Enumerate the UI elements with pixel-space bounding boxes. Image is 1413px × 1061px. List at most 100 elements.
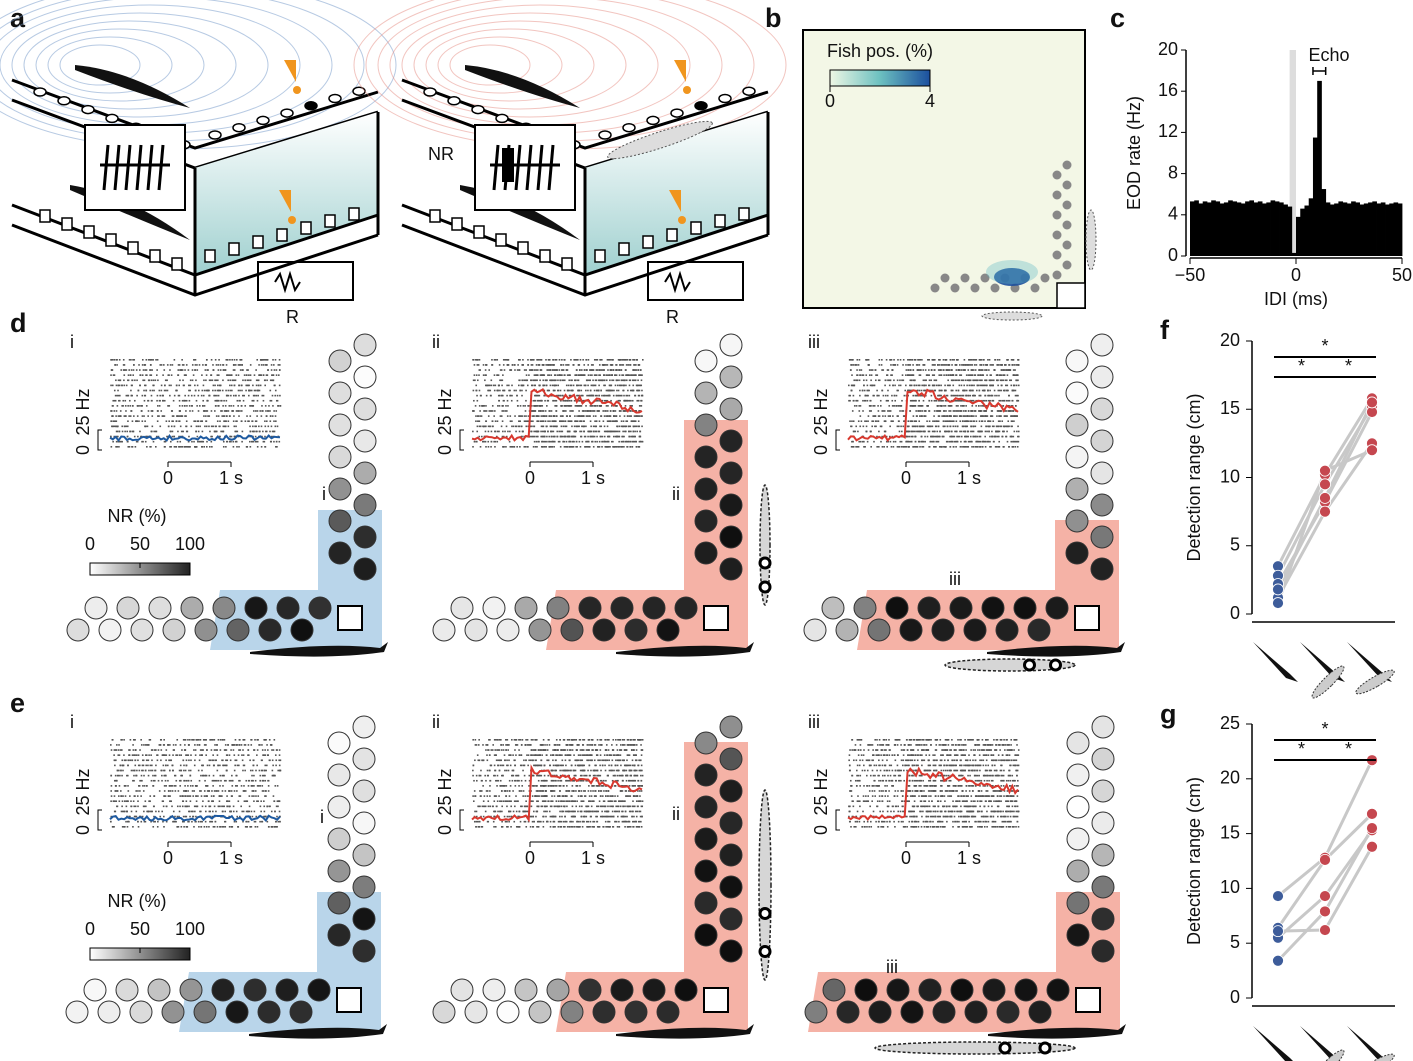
bar bbox=[1359, 204, 1365, 256]
spike bbox=[153, 389, 155, 392]
point bbox=[1272, 583, 1284, 596]
spike bbox=[956, 425, 959, 428]
spike bbox=[852, 420, 855, 423]
spike bbox=[625, 440, 628, 443]
spike bbox=[260, 415, 263, 417]
spike bbox=[1013, 440, 1016, 443]
spike bbox=[893, 394, 896, 397]
spike bbox=[879, 405, 882, 407]
spike bbox=[549, 410, 551, 412]
bar bbox=[1245, 201, 1250, 256]
spike bbox=[1008, 394, 1010, 397]
spike bbox=[940, 384, 942, 387]
spike bbox=[614, 435, 617, 438]
spike bbox=[541, 446, 544, 448]
spike bbox=[970, 415, 973, 417]
spike bbox=[550, 415, 553, 417]
spike bbox=[898, 430, 901, 433]
spike bbox=[999, 379, 1002, 382]
spike bbox=[616, 389, 618, 392]
dummy-icon bbox=[1311, 665, 1345, 699]
spike bbox=[229, 389, 232, 392]
spike bbox=[1001, 430, 1004, 433]
burst bbox=[502, 148, 514, 182]
spike bbox=[626, 415, 629, 417]
spike bbox=[892, 440, 895, 443]
spike bbox=[585, 415, 588, 417]
spike bbox=[562, 399, 565, 402]
spike bbox=[1006, 430, 1008, 433]
spike bbox=[494, 430, 497, 433]
spike bbox=[188, 389, 190, 392]
spike bbox=[973, 394, 975, 397]
spike bbox=[855, 379, 857, 382]
spike bbox=[201, 440, 203, 443]
spike bbox=[971, 364, 974, 366]
spike bbox=[986, 384, 988, 387]
electrode bbox=[1065, 381, 1089, 405]
spike bbox=[884, 379, 887, 382]
spike bbox=[923, 425, 925, 428]
spike bbox=[252, 410, 255, 412]
spike bbox=[552, 399, 555, 402]
electrode bbox=[821, 596, 845, 620]
spike bbox=[165, 420, 168, 423]
spike bbox=[924, 369, 927, 371]
spike bbox=[507, 405, 509, 407]
spike bbox=[501, 379, 504, 382]
spike bbox=[549, 379, 551, 382]
electrode bbox=[1052, 190, 1062, 200]
spike bbox=[942, 435, 944, 438]
spike bbox=[110, 384, 112, 387]
spike bbox=[197, 410, 200, 412]
spike bbox=[945, 359, 947, 361]
spike bbox=[491, 410, 494, 412]
spike bbox=[883, 420, 886, 423]
spike bbox=[234, 435, 236, 438]
spike bbox=[144, 384, 147, 387]
spike bbox=[582, 425, 585, 428]
spike bbox=[891, 435, 894, 438]
spike bbox=[972, 369, 975, 371]
spike bbox=[913, 384, 916, 387]
spike bbox=[911, 430, 913, 433]
spike bbox=[217, 399, 220, 402]
spike bbox=[491, 359, 493, 361]
spike bbox=[602, 379, 604, 382]
spike bbox=[541, 405, 544, 407]
spike bbox=[236, 399, 239, 402]
spike bbox=[938, 359, 941, 361]
spike bbox=[555, 399, 558, 402]
spike bbox=[581, 374, 584, 376]
resistor bbox=[274, 270, 301, 294]
spike bbox=[510, 446, 513, 448]
spike bbox=[596, 394, 598, 397]
spike bbox=[563, 389, 566, 392]
spike bbox=[989, 435, 991, 438]
spike bbox=[234, 379, 237, 382]
electrode bbox=[1062, 240, 1072, 250]
spike bbox=[269, 420, 272, 423]
spike bbox=[274, 394, 277, 397]
spike bbox=[940, 389, 942, 392]
spike bbox=[143, 379, 146, 382]
spike bbox=[589, 389, 592, 392]
spike bbox=[588, 415, 590, 417]
spike bbox=[130, 369, 133, 371]
spike bbox=[618, 379, 620, 382]
spike bbox=[859, 440, 862, 443]
spike bbox=[864, 420, 866, 423]
spike bbox=[992, 379, 994, 382]
spike bbox=[221, 389, 224, 392]
spike bbox=[162, 364, 165, 366]
spike bbox=[855, 425, 857, 428]
electrode bbox=[981, 596, 1005, 620]
spike bbox=[170, 410, 173, 412]
spike bbox=[1010, 415, 1012, 417]
bar bbox=[1236, 202, 1242, 256]
spike bbox=[244, 405, 247, 407]
spike bbox=[917, 369, 920, 371]
circuit bbox=[647, 261, 744, 301]
spike bbox=[973, 435, 976, 438]
spike bbox=[628, 394, 631, 397]
